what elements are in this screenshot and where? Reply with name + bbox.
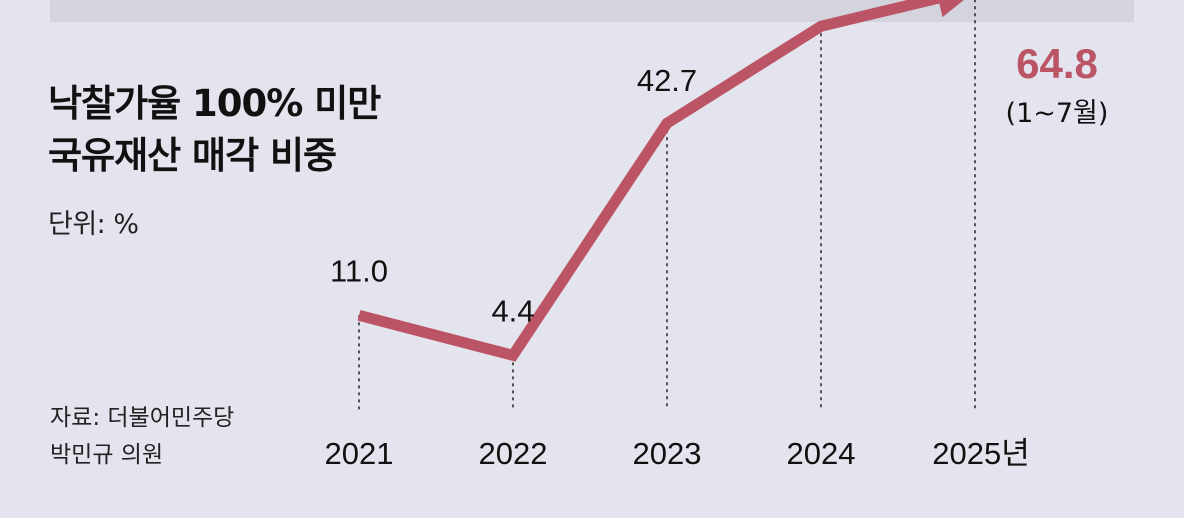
source-line-2: 박민규 의원 (50, 442, 164, 468)
x-tick-label-2025년: 2025년 (932, 436, 1029, 471)
highlight-note: (1~7월) (1006, 98, 1109, 129)
highlight-value-label: 64.8 (1016, 40, 1098, 87)
arrow-head (938, 0, 964, 18)
x-tick-label-2021: 2021 (325, 436, 394, 471)
data-label-2021: 11.0 (330, 253, 388, 288)
unit-label: 단위: % (48, 209, 139, 240)
data-label-2023: 42.7 (637, 63, 697, 98)
x-tick-label-2023: 2023 (633, 436, 702, 471)
data-label-2022: 4.4 (491, 293, 534, 328)
title-line-1: 낙찰가율 100% 미만 (48, 82, 381, 125)
source-note: 자료: 더불어민주당 박민규 의원 (50, 400, 234, 474)
x-tick-label-2024: 2024 (787, 436, 856, 471)
source-line-1: 자료: 더불어민주당 (50, 405, 235, 431)
series-line (357, 0, 945, 362)
chart-title: 낙찰가율 100% 미만 국유재산 매각 비중 (48, 78, 381, 182)
x-tick-label-2022: 2022 (479, 436, 548, 471)
data-label-2024: 58.7 (791, 0, 851, 3)
title-line-2: 국유재산 매각 비중 (48, 134, 337, 177)
